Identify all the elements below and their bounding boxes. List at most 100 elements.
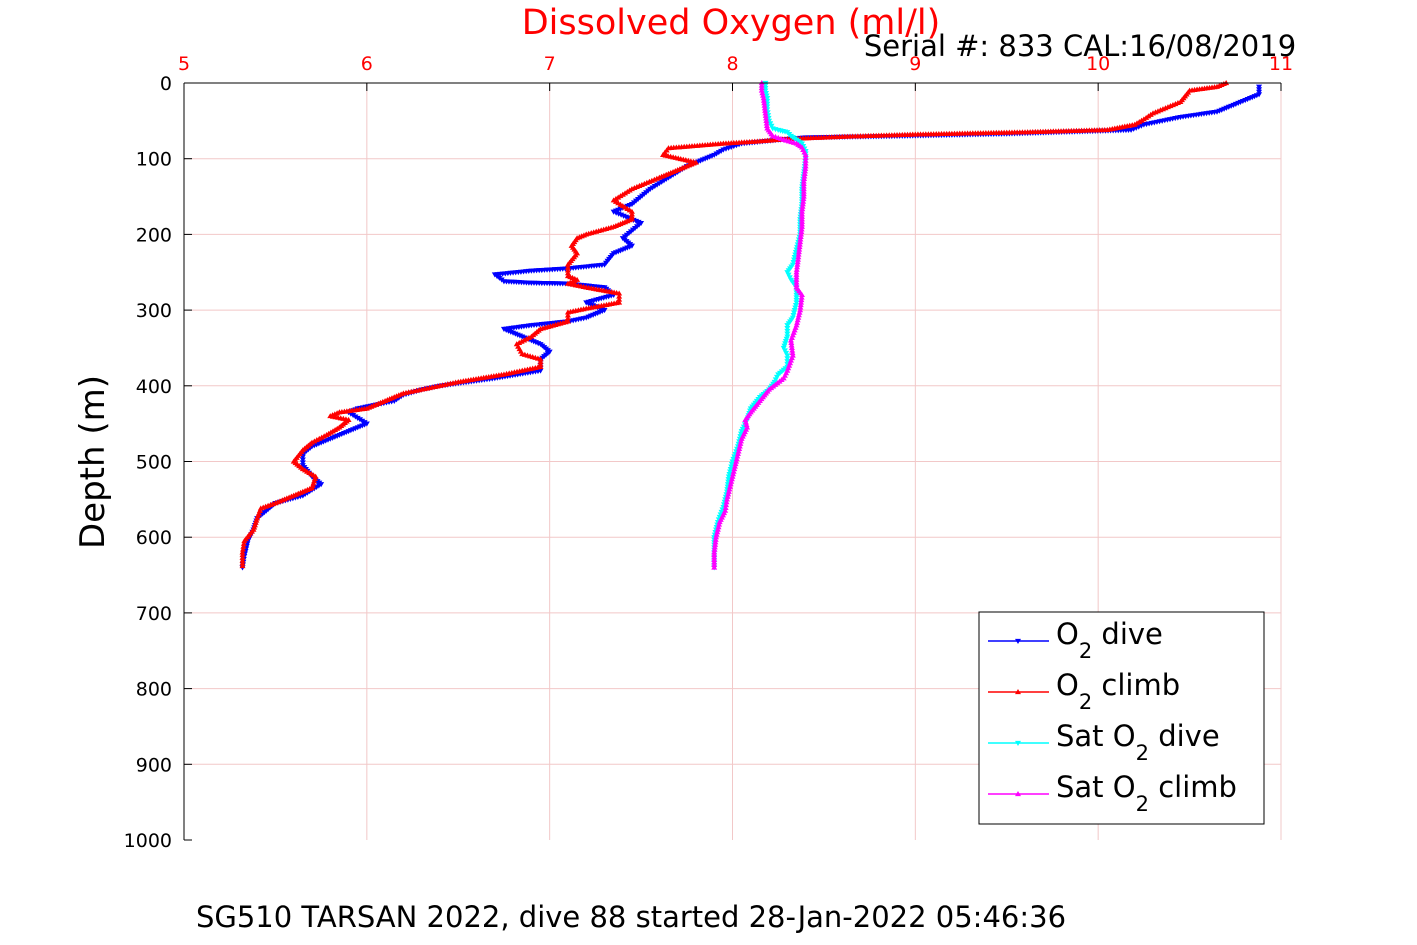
data-point <box>711 546 718 552</box>
legend-swatch-marker <box>1015 638 1021 644</box>
data-point <box>733 458 740 464</box>
x-tick-label: 11 <box>1269 53 1293 75</box>
legend-entry: Sat O2 dive <box>988 719 1220 765</box>
chart-title: Dissolved Oxygen (ml/l) <box>522 3 941 43</box>
legend-label: O2 dive <box>1056 617 1163 663</box>
data-point <box>760 97 767 103</box>
data-point <box>758 87 765 93</box>
data-point <box>802 168 809 174</box>
data-point <box>796 246 803 252</box>
data-point <box>794 317 801 323</box>
data-point <box>724 493 731 499</box>
data-point <box>788 344 795 351</box>
legend-entry: O2 climb <box>988 668 1180 714</box>
legend-label-subscript: 2 <box>1079 690 1092 714</box>
data-point <box>793 266 800 272</box>
legend-label-main: O <box>1056 668 1079 702</box>
data-point <box>800 198 807 204</box>
data-point <box>728 476 735 482</box>
chart-caption: SG510 TARSAN 2022, dive 88 started 28-Ja… <box>196 900 1066 934</box>
tick-labels: 5 6 7 8 9 10 11 0 100 200 300 400 500 600 700 800 900 100… <box>124 53 1293 852</box>
data-point <box>616 290 623 296</box>
data-point <box>239 546 246 552</box>
data-point <box>784 359 791 365</box>
y-tick-label: 0 <box>160 73 172 95</box>
y-tick-label: 400 <box>136 376 172 398</box>
data-point <box>797 238 804 245</box>
legend-label-tail: climb <box>1149 770 1237 804</box>
data-point <box>712 541 719 547</box>
data-point <box>711 564 718 570</box>
legend-box <box>978 611 1265 825</box>
data-point <box>723 499 730 505</box>
data-point <box>795 249 802 255</box>
legend-label: Sat O2 climb <box>1056 770 1237 816</box>
data-point <box>738 438 745 444</box>
data-point <box>797 307 804 313</box>
data-point <box>299 460 306 466</box>
data-point <box>616 296 623 302</box>
data-point <box>732 461 739 467</box>
data-point <box>802 160 809 166</box>
y-axis-label: Depth (m) <box>73 375 113 549</box>
legend-label-subscript: 2 <box>1136 792 1149 816</box>
legend-label-main: O <box>1056 617 1079 651</box>
y-tick-label: 800 <box>136 679 172 701</box>
series-0 <box>239 84 1263 571</box>
data-point <box>299 457 306 463</box>
data-point <box>564 315 571 321</box>
data-point <box>784 323 791 329</box>
x-tick-label: 7 <box>544 53 556 75</box>
data-point <box>797 304 804 310</box>
data-point <box>797 302 804 308</box>
data-point <box>736 443 743 449</box>
series-layer <box>239 80 1263 571</box>
data-point <box>240 543 247 549</box>
data-point <box>797 233 804 240</box>
data-point <box>713 531 720 537</box>
data-point <box>784 356 791 362</box>
data-point <box>798 226 805 232</box>
data-point <box>724 496 731 502</box>
data-point <box>734 453 741 459</box>
axes <box>183 82 1282 841</box>
data-point <box>798 228 805 234</box>
data-point <box>723 502 730 508</box>
data-point <box>730 471 737 477</box>
data-point <box>798 231 805 237</box>
data-point <box>759 90 766 96</box>
data-point <box>795 256 802 262</box>
y-tick-label: 500 <box>136 452 172 474</box>
legend-label-tail: dive <box>1092 617 1163 651</box>
data-point <box>784 328 791 334</box>
data-point <box>759 92 766 98</box>
data-point <box>801 170 808 176</box>
data-point <box>795 312 802 318</box>
series-line <box>241 82 1227 566</box>
data-point <box>616 293 623 299</box>
data-point <box>796 244 803 250</box>
legend-label-tail: climb <box>1092 668 1180 702</box>
legend-label-tail: dive <box>1149 719 1220 753</box>
data-point <box>784 331 791 337</box>
data-point <box>239 554 246 560</box>
data-point <box>738 435 745 441</box>
data-point <box>761 102 768 108</box>
data-point <box>802 154 809 160</box>
data-point <box>239 560 246 566</box>
chart-subtitle: Serial #: 833 CAL:16/08/2019 <box>864 29 1296 63</box>
data-point <box>761 100 768 106</box>
series-3 <box>711 80 809 570</box>
data-point <box>239 552 246 558</box>
data-point <box>798 294 805 300</box>
data-point <box>736 445 743 451</box>
data-point <box>801 175 808 181</box>
legend-entry: O2 dive <box>988 617 1163 663</box>
data-point <box>729 473 736 479</box>
data-point <box>742 416 749 422</box>
data-point <box>731 466 738 472</box>
data-point <box>711 544 718 550</box>
data-point <box>763 115 770 121</box>
